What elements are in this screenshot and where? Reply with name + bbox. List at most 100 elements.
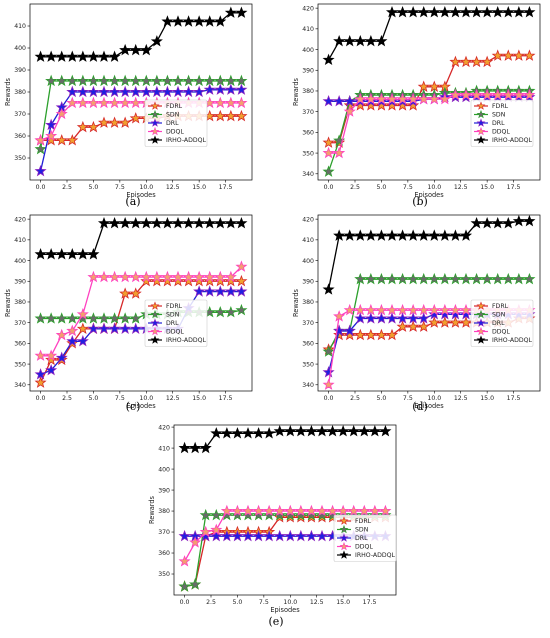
data-point: [34, 312, 47, 324]
legend-box: [144, 99, 208, 147]
legend-entry: SDN: [166, 112, 180, 119]
x-tick-label: 17.5: [507, 184, 521, 191]
x-tick-label: 5.0: [377, 395, 387, 402]
data-point: [189, 536, 202, 548]
data-point: [407, 229, 420, 241]
data-point: [459, 316, 473, 328]
data-point: [129, 96, 142, 109]
data-point: [343, 328, 356, 341]
data-point: [315, 504, 329, 517]
data-point: [322, 165, 335, 177]
data-point: [97, 74, 111, 87]
data-point: [214, 109, 227, 122]
x-tick-label: 7.5: [403, 395, 413, 402]
y-tick-label: 400: [302, 258, 314, 265]
data-point: [375, 229, 388, 241]
data-point: [66, 85, 79, 98]
data-point: [375, 328, 388, 341]
data-point: [337, 425, 350, 437]
data-point: [119, 43, 132, 56]
legend-marker: [476, 309, 486, 319]
data-point: [523, 49, 536, 61]
data-point: [343, 324, 356, 337]
data-point: [214, 74, 227, 87]
data-point: [210, 427, 223, 439]
data-point: [119, 312, 132, 324]
x-tick-label: 5.0: [377, 184, 387, 191]
data-point: [129, 322, 142, 335]
y-tick-label: 420: [302, 216, 314, 223]
legend-marker: [150, 126, 160, 136]
data-point: [171, 270, 185, 283]
legend-entry: DDQL: [166, 329, 184, 336]
data-point: [87, 312, 100, 324]
data-point: [108, 50, 121, 62]
data-point: [343, 34, 356, 47]
data-point: [347, 504, 360, 517]
data-point: [214, 274, 227, 287]
data-point: [449, 308, 462, 320]
legend-entry: DRL: [355, 535, 368, 542]
data-point: [140, 274, 153, 287]
data-point: [333, 94, 346, 107]
data-point: [199, 529, 212, 542]
panel-label: (e): [268, 615, 283, 628]
data-point: [140, 43, 153, 56]
data-point: [358, 425, 371, 437]
data-point: [235, 274, 248, 287]
data-point: [231, 529, 244, 542]
panel-label: (d): [412, 400, 428, 413]
data-point: [375, 272, 388, 285]
y-tick-label: 400: [302, 47, 314, 54]
data-point: [512, 88, 525, 101]
data-point: [108, 116, 121, 128]
legend-box: [470, 99, 534, 147]
data-point: [193, 85, 206, 98]
legend-marker: [150, 135, 160, 144]
chart-panel: 0.0 2.5 5.0 7.5 10.0 12.5 15.0 17.5 340 350 360 370…: [292, 214, 541, 413]
y-tick-label: 370: [158, 529, 170, 536]
data-point: [396, 92, 409, 105]
x-tick-label: 12.5: [166, 184, 180, 191]
data-point: [235, 285, 248, 297]
data-point: [459, 229, 473, 241]
data-point: [523, 5, 536, 18]
x-tick-label: 0.0: [36, 395, 46, 402]
data-point: [354, 303, 367, 316]
legend-marker: [339, 516, 349, 525]
data-point: [76, 322, 89, 335]
data-point: [182, 216, 195, 229]
data-point: [97, 116, 111, 128]
y-tick-label: 400: [158, 466, 170, 473]
legend-entry: DRL: [166, 120, 179, 127]
data-point: [45, 74, 58, 87]
data-point: [34, 248, 47, 260]
series: [34, 74, 248, 155]
data-point: [354, 92, 367, 105]
data-point: [220, 508, 233, 521]
data-point: [214, 96, 227, 109]
series: [34, 260, 248, 361]
data-point: [263, 504, 276, 517]
data-point: [224, 96, 237, 109]
data-point: [347, 425, 360, 437]
y-tick-label: 360: [302, 130, 314, 137]
data-point: [417, 272, 430, 285]
legend-marker: [476, 335, 486, 344]
data-point: [438, 92, 451, 105]
x-tick-label: 2.5: [206, 599, 216, 606]
y-tick-label: 410: [14, 237, 26, 244]
data-point: [459, 55, 473, 68]
data-point: [171, 216, 185, 229]
legend-entry: IRHO-ADDQL: [492, 337, 533, 344]
data-point: [210, 508, 223, 521]
series: [322, 5, 536, 66]
data-point: [396, 272, 409, 285]
data-point: [140, 270, 153, 283]
data-point: [502, 88, 515, 101]
data-point: [214, 285, 227, 297]
plot-area: [173, 424, 397, 596]
data-point: [354, 312, 367, 324]
